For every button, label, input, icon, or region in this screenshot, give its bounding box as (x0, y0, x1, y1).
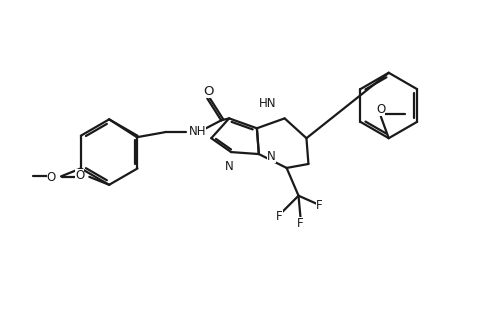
Text: F: F (316, 199, 323, 212)
Text: N: N (267, 149, 276, 163)
Text: O: O (75, 169, 85, 182)
Text: N: N (225, 160, 233, 173)
Text: NH: NH (189, 125, 206, 138)
Text: F: F (277, 210, 283, 223)
Text: F: F (297, 217, 304, 230)
Text: O: O (376, 103, 385, 116)
Text: HN: HN (259, 98, 277, 110)
Text: O: O (203, 85, 213, 98)
Text: O: O (47, 171, 56, 184)
